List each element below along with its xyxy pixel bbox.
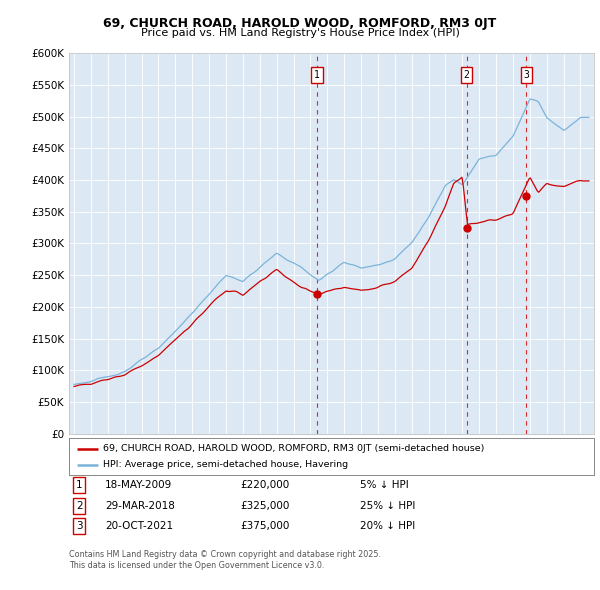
Text: 3: 3 [76, 522, 83, 531]
Text: £325,000: £325,000 [240, 501, 289, 510]
Text: £220,000: £220,000 [240, 480, 289, 490]
Text: £375,000: £375,000 [240, 522, 289, 531]
Text: 1: 1 [76, 480, 83, 490]
Text: 1: 1 [314, 70, 320, 80]
Text: HPI: Average price, semi-detached house, Havering: HPI: Average price, semi-detached house,… [103, 460, 348, 469]
Text: 5% ↓ HPI: 5% ↓ HPI [360, 480, 409, 490]
Text: 20% ↓ HPI: 20% ↓ HPI [360, 522, 415, 531]
Text: 25% ↓ HPI: 25% ↓ HPI [360, 501, 415, 510]
Text: 2: 2 [464, 70, 469, 80]
Text: Price paid vs. HM Land Registry's House Price Index (HPI): Price paid vs. HM Land Registry's House … [140, 28, 460, 38]
Text: 3: 3 [524, 70, 529, 80]
Text: 2: 2 [76, 501, 83, 510]
Text: 18-MAY-2009: 18-MAY-2009 [105, 480, 172, 490]
Text: 69, CHURCH ROAD, HAROLD WOOD, ROMFORD, RM3 0JT (semi-detached house): 69, CHURCH ROAD, HAROLD WOOD, ROMFORD, R… [103, 444, 485, 453]
Text: This data is licensed under the Open Government Licence v3.0.: This data is licensed under the Open Gov… [69, 560, 325, 569]
Text: 20-OCT-2021: 20-OCT-2021 [105, 522, 173, 531]
Text: 69, CHURCH ROAD, HAROLD WOOD, ROMFORD, RM3 0JT: 69, CHURCH ROAD, HAROLD WOOD, ROMFORD, R… [103, 17, 497, 30]
Text: 29-MAR-2018: 29-MAR-2018 [105, 501, 175, 510]
Text: Contains HM Land Registry data © Crown copyright and database right 2025.: Contains HM Land Registry data © Crown c… [69, 550, 381, 559]
